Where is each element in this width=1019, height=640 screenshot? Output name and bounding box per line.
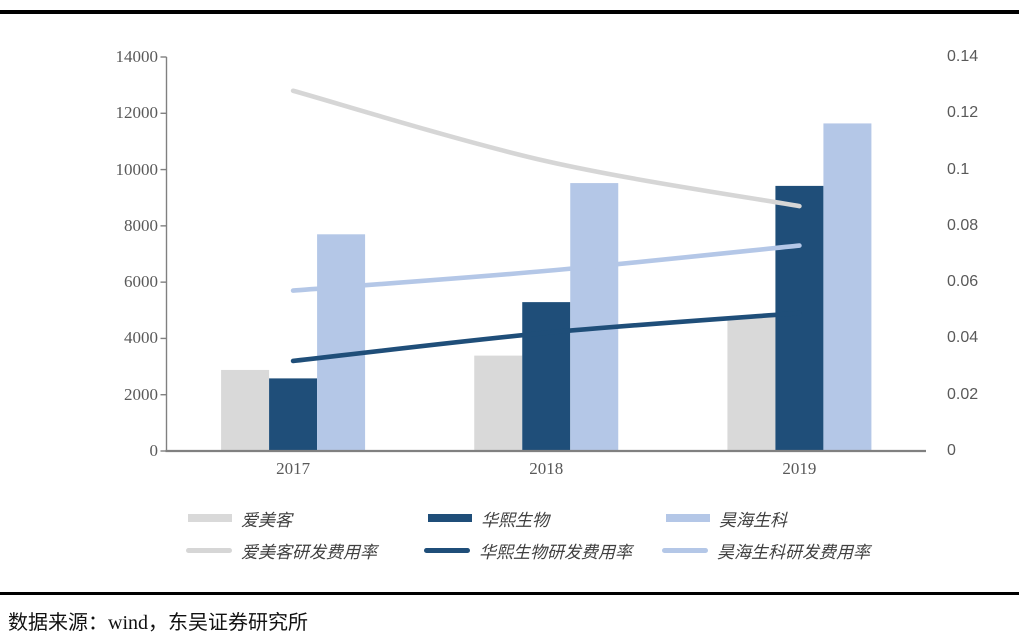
legend-label: 华熙生物 — [481, 510, 549, 530]
legend-label: 昊海生科 — [719, 510, 787, 530]
right-axis-tick-label: 0.14 — [947, 48, 979, 65]
legend-swatch-line-gray — [186, 547, 232, 553]
bar-昊海生科-2018 — [570, 183, 619, 451]
legend-swatch-bar-darkblue — [428, 514, 472, 522]
bar-华熙生物-2018 — [522, 302, 571, 451]
right-axis-tick-label: 0.1 — [947, 160, 970, 178]
line-华熙生物研发费用率 — [290, 310, 802, 364]
right-axis-tick-label: 0.02 — [947, 385, 979, 403]
legend-item-line-2: 昊海生科研发费用率 — [662, 541, 870, 562]
bar-华熙生物-2017 — [269, 378, 318, 451]
right-axis-tick-label: 0.04 — [947, 329, 979, 347]
x-axis-category-label: 2017 — [276, 459, 311, 478]
left-axis-tick-label: 4000 — [124, 328, 158, 348]
x-axis-category-label: 2018 — [529, 459, 564, 478]
legend-item-bar-1: 华熙生物 — [428, 509, 549, 530]
legend-item-bar-0: 爱美客 — [188, 509, 292, 530]
legend-label: 爱美客研发费用率 — [241, 542, 377, 562]
bar-爱美客-2017 — [221, 369, 270, 451]
legend-item-line-1: 华熙生物研发费用率 — [424, 541, 632, 562]
bar-爱美客-2018 — [474, 355, 523, 451]
right-axis-tick-label: 0.08 — [947, 216, 979, 234]
left-axis-tick-label: 2000 — [124, 384, 158, 404]
line-昊海生科研发费用率 — [290, 243, 802, 293]
line-爱美客研发费用率 — [290, 88, 802, 209]
legend-swatch-bar-lightblue — [666, 514, 710, 522]
right-axis-tick-label: 0.06 — [947, 273, 979, 291]
legend-label: 爱美客 — [241, 510, 292, 530]
left-axis-tick-label: 10000 — [115, 159, 159, 179]
legend-item-line-0: 爱美客研发费用率 — [186, 541, 377, 562]
top-divider — [0, 10, 1019, 14]
bar-昊海生科-2019 — [823, 123, 872, 451]
left-axis-tick-label: 8000 — [124, 215, 158, 235]
bar-爱美客-2019 — [727, 316, 776, 451]
legend-label: 华熙生物研发费用率 — [479, 542, 632, 562]
bar-昊海生科-2017 — [317, 234, 366, 451]
legend-swatch-line-darkblue — [424, 547, 470, 553]
left-axis-tick-label: 0 — [149, 441, 159, 460]
left-axis-tick-label: 6000 — [124, 272, 158, 292]
legend-swatch-bar-gray — [188, 514, 232, 522]
left-axis-tick-label: 12000 — [115, 103, 159, 123]
data-source-note: 数据来源：wind，东吴证券研究所 — [8, 612, 308, 634]
legend-swatch-line-lightblue — [662, 547, 708, 553]
left-axis-tick-label: 14000 — [115, 47, 159, 66]
source-divider — [0, 592, 1019, 595]
right-axis-tick-label: 0 — [947, 442, 956, 459]
legend-label: 昊海生科研发费用率 — [717, 542, 870, 562]
bar-华熙生物-2019 — [775, 185, 824, 451]
legend-item-bar-2: 昊海生科 — [666, 509, 787, 530]
right-axis-tick-label: 0.12 — [947, 104, 979, 122]
x-axis-category-label: 2019 — [782, 459, 817, 478]
